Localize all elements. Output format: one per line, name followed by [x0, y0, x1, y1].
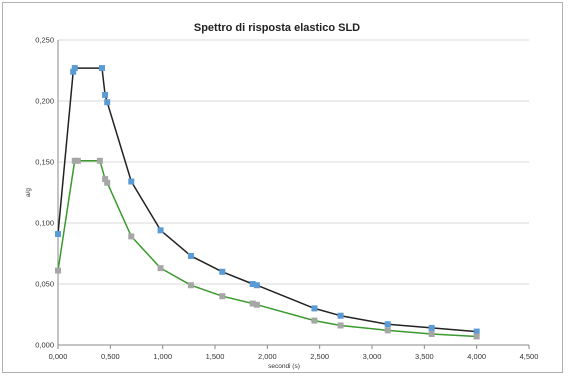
data-point-2 [311, 317, 318, 324]
x-tick-label: 1,500 [206, 352, 225, 361]
y-tick-label: 0,000 [35, 341, 54, 350]
series-line-1 [57, 67, 477, 333]
y-tick-label: 0,200 [35, 97, 54, 106]
chart-frame: Spettro di risposta elastico SLD 0,000 0,… [2, 2, 563, 373]
response-spectrum-chart: Spettro di risposta elastico SLD 0,0000,… [25, 22, 538, 370]
series-layer [55, 65, 480, 340]
x-tick-label: 3,000 [363, 352, 382, 361]
gridlines [58, 39, 529, 346]
data-point-1 [473, 328, 480, 335]
y-tick-label: 0,250 [35, 36, 54, 45]
data-point-2 [249, 300, 256, 307]
data-point-1 [219, 268, 226, 275]
x-tick-label: 0,000 [49, 352, 68, 361]
data-point-2 [128, 233, 135, 240]
data-point-2 [187, 282, 194, 289]
data-point-2 [337, 322, 344, 329]
data-point-1 [249, 281, 256, 287]
data-point-2 [473, 333, 480, 340]
data-point-1 [102, 91, 109, 98]
y-tick-label: 0,150 [35, 158, 54, 167]
x-axis-label: secondi (s) [268, 363, 300, 370]
chart-title: Spettro di risposta elastico SLD [194, 22, 360, 34]
data-point-1 [253, 282, 260, 289]
x-tick-label: 2,500 [310, 352, 329, 361]
y-tick-label: 0,100 [35, 219, 54, 228]
data-point-1 [98, 65, 105, 72]
data-point-1 [71, 65, 78, 72]
data-point-2 [55, 267, 61, 274]
data-point-1 [157, 227, 164, 234]
data-point-2 [157, 265, 164, 272]
series-line-2 [57, 160, 477, 338]
data-point-1 [337, 312, 344, 319]
data-point-1 [104, 99, 111, 106]
data-point-2 [96, 157, 103, 164]
axes: 0,000 0,050 0,100 0,150 0,200 0,250 0,000 0,500… [35, 36, 538, 362]
data-point-1 [128, 178, 135, 185]
data-point-1 [70, 68, 77, 75]
data-point-1 [311, 305, 318, 312]
y-axis-label: a/g [25, 188, 32, 197]
data-point-1 [55, 230, 61, 237]
data-point-2 [74, 157, 81, 164]
data-point-2 [253, 301, 260, 308]
x-tick-label: 4,500 [520, 352, 539, 361]
y-tick-label: 0,050 [35, 280, 54, 289]
data-point-2 [102, 176, 109, 183]
x-tick-label: 1,000 [153, 352, 172, 361]
data-point-2 [71, 157, 78, 164]
data-point-1 [384, 321, 391, 328]
data-point-2 [384, 327, 391, 334]
x-tick-label: 2,000 [258, 352, 277, 361]
data-point-2 [104, 179, 111, 186]
data-point-2 [219, 293, 226, 300]
data-point-2 [428, 331, 435, 338]
data-point-1 [187, 252, 194, 259]
data-point-1 [428, 324, 435, 331]
x-tick-label: 0,500 [101, 352, 120, 361]
x-tick-label: 4,000 [467, 352, 486, 361]
x-tick-label: 3,500 [415, 352, 434, 361]
